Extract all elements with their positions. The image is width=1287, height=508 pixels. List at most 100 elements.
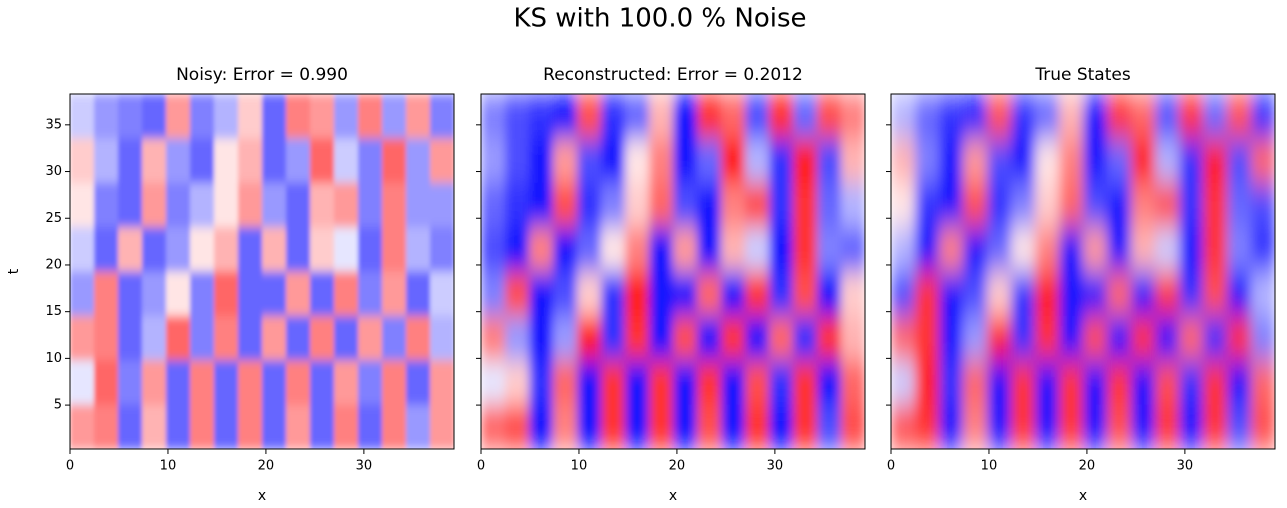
heatmap-cell <box>793 94 818 139</box>
heatmap-cell <box>793 271 818 317</box>
heatmap-cell <box>286 360 311 406</box>
heatmap-cell <box>817 94 842 139</box>
heatmap-cell <box>1107 94 1132 139</box>
heatmap-cell <box>481 360 506 406</box>
heatmap-cell <box>649 227 674 272</box>
heatmap-cell <box>553 227 578 272</box>
heatmap-cell <box>553 360 578 406</box>
heatmap-cell <box>1155 315 1180 361</box>
heatmap-cell <box>987 182 1012 228</box>
heatmap-cell <box>769 271 794 317</box>
heatmap-cell <box>963 182 988 228</box>
figure-title: KS with 100.0 % Noise <box>513 4 806 34</box>
heatmap-cell <box>166 315 191 361</box>
heatmap-cell <box>745 360 770 406</box>
heatmap-cell <box>625 360 650 406</box>
heatmap-cell <box>1011 227 1036 272</box>
heatmap-cell <box>1179 360 1204 406</box>
heatmap-cell <box>939 404 964 449</box>
heatmap-cell <box>1011 404 1036 449</box>
heatmap-cell <box>891 271 916 317</box>
heatmap-cell <box>1227 271 1252 317</box>
heatmap-cell <box>214 138 239 184</box>
heatmap-cell <box>1131 94 1156 139</box>
heatmap-cell <box>190 271 215 317</box>
heatmap-cell <box>1011 360 1036 406</box>
heatmap-cell <box>817 182 842 228</box>
x-tick-label: 10 <box>981 459 998 474</box>
heatmap-cell <box>430 138 454 184</box>
heatmap-cell <box>1011 94 1036 139</box>
heatmap-cell <box>1059 94 1084 139</box>
heatmap-cell <box>1011 182 1036 228</box>
heatmap-cell <box>1083 138 1108 184</box>
heatmap-cell <box>334 138 359 184</box>
heatmap-cell <box>673 227 698 272</box>
heatmap-cell <box>1131 182 1156 228</box>
heatmap-cell <box>963 227 988 272</box>
heatmap-cell <box>1059 138 1084 184</box>
heatmap-cell <box>1131 404 1156 449</box>
heatmap-cell <box>721 138 746 184</box>
heatmap-cell <box>601 227 626 272</box>
heatmap-cell <box>745 271 770 317</box>
heatmap-cell <box>190 94 215 139</box>
heatmap-cell <box>1035 315 1060 361</box>
heatmap-cell <box>1035 404 1060 449</box>
heatmap-cell <box>94 227 119 272</box>
heatmap-cell <box>1251 271 1275 317</box>
plot-frame <box>69 93 455 450</box>
heatmap-cell <box>1083 182 1108 228</box>
heatmap-cell <box>939 94 964 139</box>
heatmap-cell <box>1155 360 1180 406</box>
heatmap-cell <box>118 182 143 228</box>
heatmap-cell <box>1107 271 1132 317</box>
heatmap-cell <box>1155 94 1180 139</box>
heatmap-panel <box>481 94 865 449</box>
heatmap-cell <box>358 227 383 272</box>
heatmap-cell <box>1107 138 1132 184</box>
heatmap-cell <box>987 271 1012 317</box>
heatmap-cell <box>817 360 842 406</box>
heatmap-cell <box>939 360 964 406</box>
heatmap-cell <box>286 138 311 184</box>
heatmap-cell <box>745 404 770 449</box>
heatmap-cell <box>334 271 359 317</box>
heatmap-cell <box>1179 94 1204 139</box>
heatmap-cell <box>625 182 650 228</box>
x-tick-label: 10 <box>571 459 588 474</box>
heatmap-cell <box>142 227 167 272</box>
heatmap-cell <box>891 404 916 449</box>
heatmap-cell <box>94 94 119 139</box>
heatmap-cell <box>190 360 215 406</box>
y-tick-label: 20 <box>45 257 62 272</box>
heatmap-cell <box>1107 182 1132 228</box>
heatmap-cell <box>721 404 746 449</box>
heatmap-cell <box>238 138 263 184</box>
heatmap-cell <box>793 138 818 184</box>
heatmap-cell <box>529 94 554 139</box>
heatmap-cell <box>577 404 602 449</box>
heatmap-cell <box>382 182 407 228</box>
heatmap-cell <box>987 315 1012 361</box>
heatmap-cell <box>142 360 167 406</box>
heatmap-cell <box>793 227 818 272</box>
heatmap-cell <box>262 138 287 184</box>
heatmap-cell <box>1203 138 1228 184</box>
heatmap-cell <box>286 182 311 228</box>
heatmap-cell <box>697 182 722 228</box>
heatmap-cell <box>430 94 454 139</box>
heatmap-cell <box>358 360 383 406</box>
heatmap-cell <box>697 315 722 361</box>
heatmap-cell <box>142 315 167 361</box>
heatmap-cell <box>841 138 865 184</box>
heatmap-cell <box>697 94 722 139</box>
heatmap-cell <box>841 315 865 361</box>
heatmap-cell <box>817 271 842 317</box>
heatmap-cell <box>1251 182 1275 228</box>
heatmap-cell <box>649 182 674 228</box>
heatmap-cell <box>769 94 794 139</box>
heatmap-cell <box>406 138 431 184</box>
heatmap-cell <box>1203 271 1228 317</box>
heatmap-cell <box>70 94 95 139</box>
